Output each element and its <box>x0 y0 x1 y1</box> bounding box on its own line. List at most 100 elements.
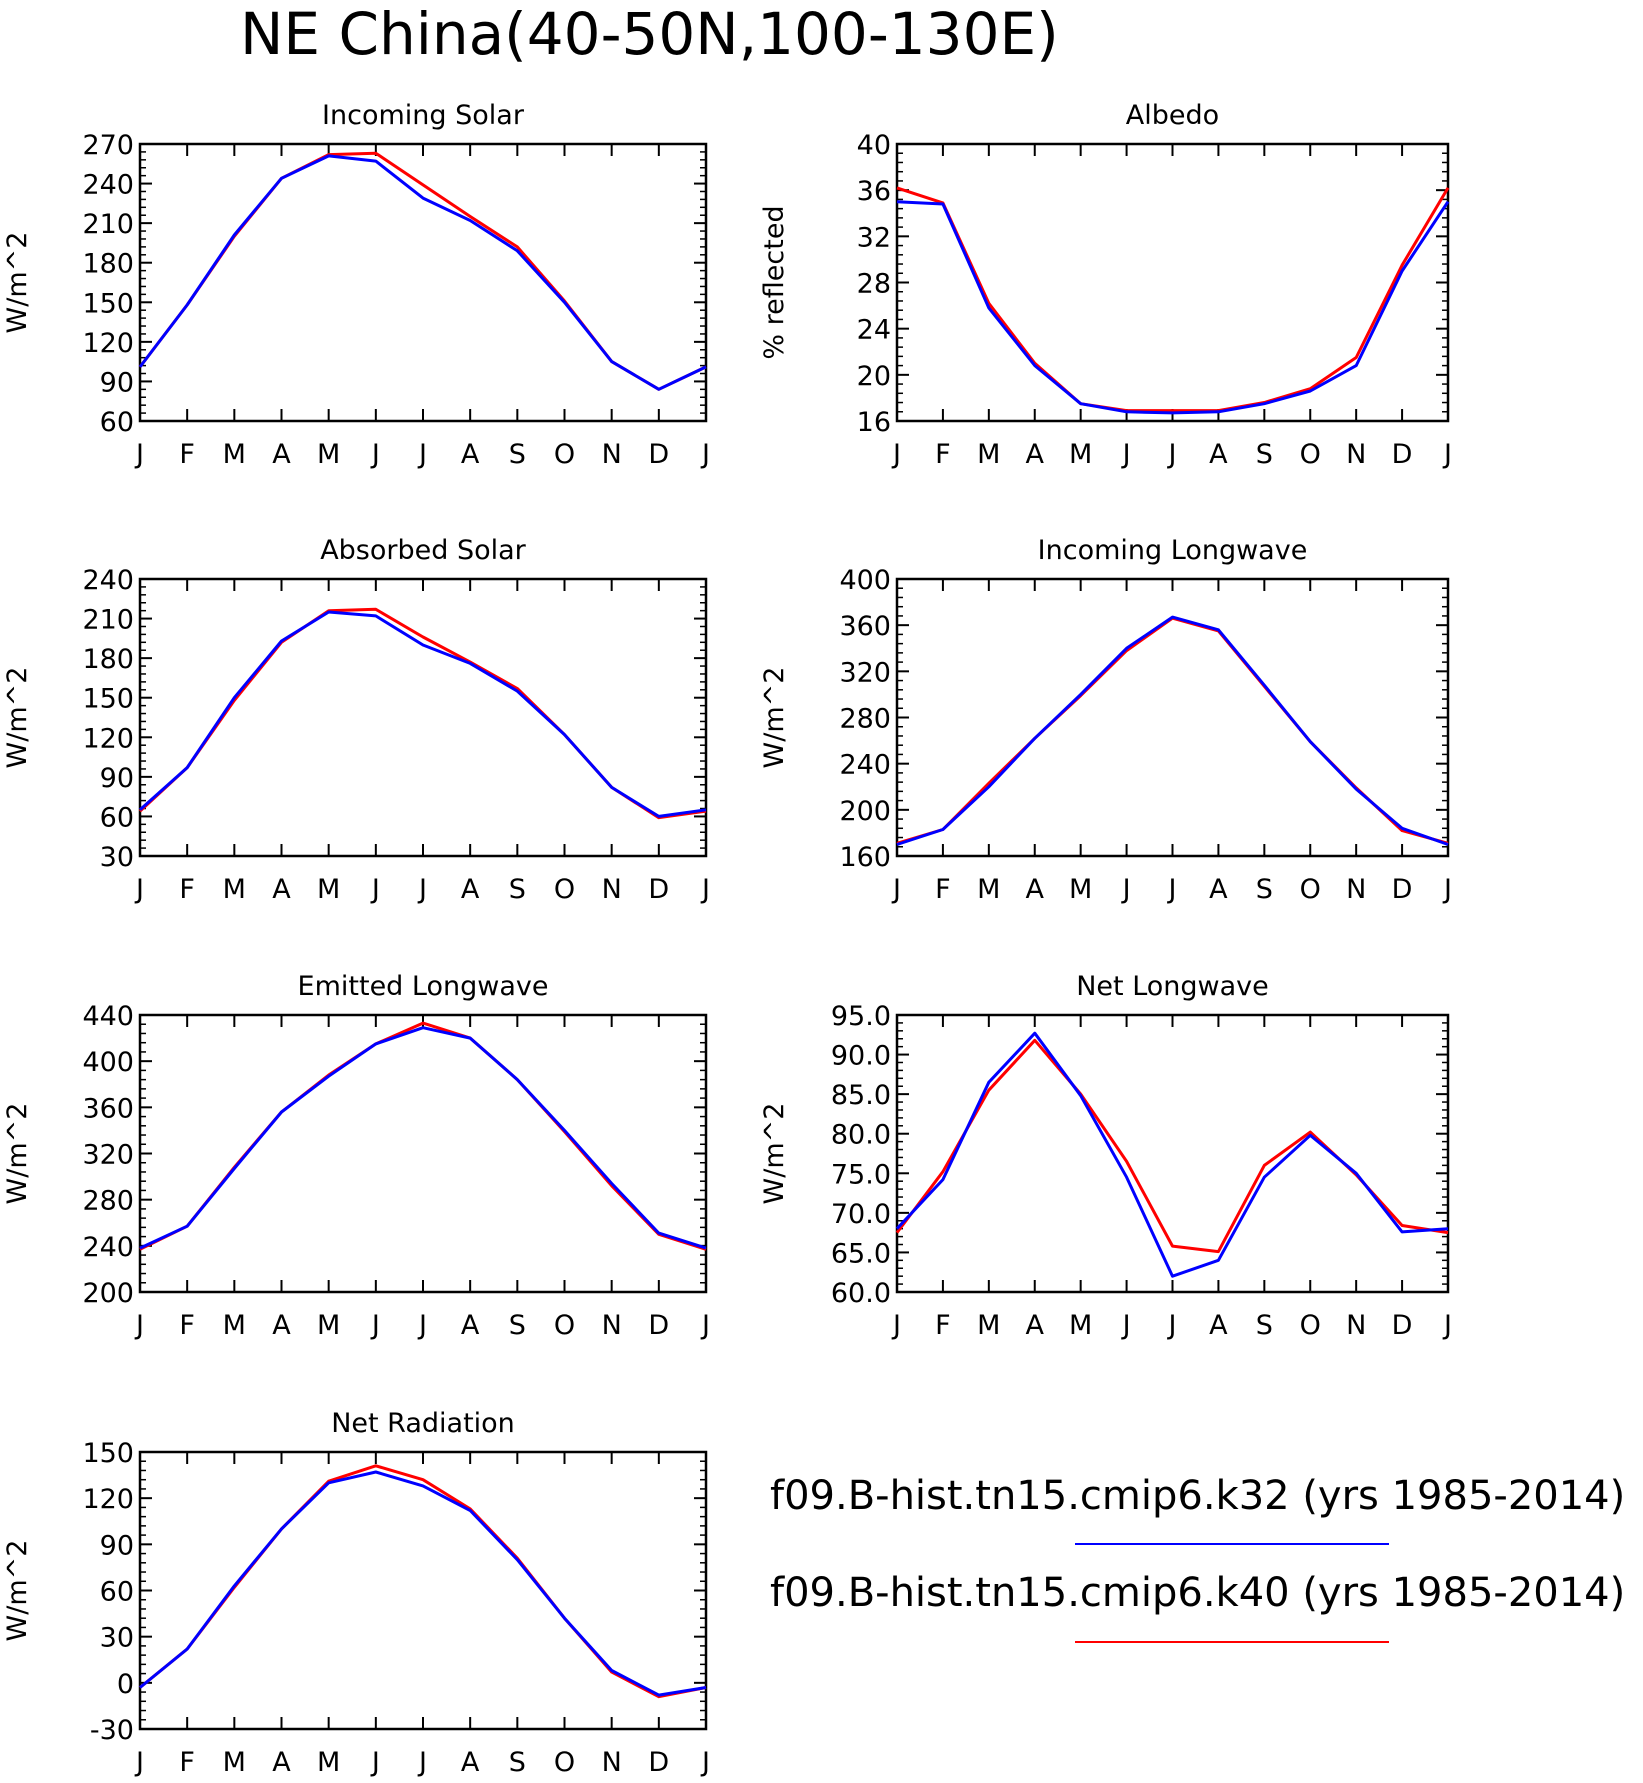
net-longwave-xtick-label: F <box>935 1310 951 1341</box>
emitted-longwave-panel: J F M A M J J A S O N D J200240280320360400440Emitte… <box>2 971 710 1341</box>
incoming-longwave-ytick-label: 240 <box>839 750 891 781</box>
net-longwave-ytick-label: 85.0 <box>831 1080 891 1111</box>
incoming-solar-ylabel: W/m^2 <box>2 232 33 334</box>
albedo-ytick-label: 32 <box>857 222 891 253</box>
net-radiation-ylabel: W/m^2 <box>2 1540 33 1642</box>
absorbed-solar-ytick-label: 150 <box>82 684 134 715</box>
albedo-xtick-label: M <box>1069 439 1092 470</box>
incoming-longwave-panel: J F M A M J J A S O N D J160200240280320360400Incomi… <box>759 535 1452 905</box>
net-longwave-xtick-label: J <box>1121 1310 1131 1341</box>
emitted-longwave-xtick-label: J <box>370 1310 380 1341</box>
incoming-longwave-ylabel: W/m^2 <box>759 667 790 769</box>
albedo-xtick-label: A <box>1026 439 1045 470</box>
incoming-solar-xtick-label: M <box>317 439 340 470</box>
emitted-longwave-ytick-label: 320 <box>82 1140 134 1171</box>
albedo-ytick-label: 28 <box>857 269 891 300</box>
net-radiation-xtick-label: F <box>179 1747 195 1778</box>
panels-group: J F M A M J J A S O N D J6090120150180210240270Incom… <box>2 100 1452 1778</box>
incoming-longwave-xtick-label: J <box>1167 874 1177 905</box>
absorbed-solar-xtick-label: M <box>317 874 340 905</box>
emitted-longwave-ytick-label: 360 <box>82 1093 134 1124</box>
emitted-longwave-xtick-label: M <box>223 1310 246 1341</box>
net-longwave-xtick-label: J <box>891 1310 901 1341</box>
incoming-solar-ytick-label: 150 <box>82 288 134 319</box>
incoming-solar-panel: J F M A M J J A S O N D J6090120150180210240270Incom… <box>2 100 710 470</box>
emitted-longwave-xtick-label: F <box>179 1310 195 1341</box>
net-radiation-ytick-label: 30 <box>100 1623 134 1654</box>
incoming-longwave-ytick-label: 160 <box>839 842 891 873</box>
albedo-xtick-label: M <box>977 439 1000 470</box>
incoming-solar-xtick-label: J <box>134 439 144 470</box>
emitted-longwave-ytick-label: 200 <box>82 1278 134 1309</box>
albedo-xtick-label: S <box>1256 439 1273 470</box>
albedo-xtick-label: N <box>1346 439 1366 470</box>
incoming-longwave-ytick-label: 360 <box>839 611 891 642</box>
absorbed-solar-ytick-label: 210 <box>82 605 134 636</box>
emitted-longwave-xtick-label: A <box>272 1310 291 1341</box>
emitted-longwave-xtick-label: O <box>554 1310 575 1341</box>
incoming-longwave-xtick-label: M <box>1069 874 1092 905</box>
net-longwave-ytick-label: 95.0 <box>831 1001 891 1032</box>
absorbed-solar-ytick-label: 90 <box>100 763 134 794</box>
net-radiation-ytick-label: 60 <box>100 1577 134 1608</box>
net-radiation-xtick-label: A <box>272 1747 291 1778</box>
net-longwave-series-k32 <box>895 1031 1449 1278</box>
incoming-solar-series-k32 <box>138 154 707 391</box>
net-longwave-xtick-label: J <box>1442 1310 1452 1341</box>
incoming-solar-ytick-label: 120 <box>82 328 134 359</box>
legend-label-k32: f09.B-hist.tn15.cmip6.k32 (yrs 1985-2014… <box>770 1473 1625 1519</box>
incoming-longwave-xtick-label: A <box>1209 874 1228 905</box>
incoming-solar-ytick-label: 210 <box>82 209 134 240</box>
albedo-xtick-label: J <box>891 439 901 470</box>
incoming-longwave-xtick-label: S <box>1256 874 1273 905</box>
incoming-longwave-xtick-label: N <box>1346 874 1366 905</box>
incoming-longwave-xtick-label: J <box>1121 874 1131 905</box>
incoming-solar-xtick-label: N <box>602 439 622 470</box>
absorbed-solar-xtick-label: M <box>223 874 246 905</box>
incoming-longwave-xtick-label: F <box>935 874 951 905</box>
incoming-solar-xtick-label: A <box>461 439 480 470</box>
net-longwave-xtick-label: S <box>1256 1310 1273 1341</box>
albedo-xtick-label: J <box>1121 439 1131 470</box>
incoming-longwave-xtick-label: D <box>1392 874 1413 905</box>
absorbed-solar-xtick-label: S <box>509 874 526 905</box>
emitted-longwave-title: Emitted Longwave <box>298 971 549 1002</box>
absorbed-solar-xtick-label: A <box>272 874 291 905</box>
incoming-longwave-frame <box>895 577 1450 858</box>
absorbed-solar-ytick-label: 180 <box>82 644 134 675</box>
incoming-solar-xtick-label: J <box>370 439 380 470</box>
legend: f09.B-hist.tn15.cmip6.k32 (yrs 1985-2014… <box>770 1473 1625 1643</box>
albedo-ytick-label: 16 <box>857 407 891 438</box>
net-radiation-xtick-label: D <box>648 1747 669 1778</box>
net-radiation-xtick-label: J <box>417 1747 427 1778</box>
legend-label-k40: f09.B-hist.tn15.cmip6.k40 (yrs 1985-2014… <box>770 1570 1625 1616</box>
absorbed-solar-ytick-label: 60 <box>100 802 134 833</box>
incoming-longwave-ytick-label: 320 <box>839 657 891 688</box>
absorbed-solar-ytick-label: 30 <box>100 842 134 873</box>
emitted-longwave-xtick-label: J <box>700 1310 710 1341</box>
net-longwave-ytick-label: 75.0 <box>831 1159 891 1190</box>
emitted-longwave-xtick-label: M <box>317 1310 340 1341</box>
net-longwave-frame <box>895 1013 1450 1294</box>
emitted-longwave-xtick-label: A <box>461 1310 480 1341</box>
net-longwave-xtick-label: O <box>1300 1310 1321 1341</box>
absorbed-solar-xtick-label: F <box>179 874 195 905</box>
net-longwave-series-k40 <box>895 1038 1449 1254</box>
net-radiation-xtick-label: J <box>134 1747 144 1778</box>
emitted-longwave-ytick-label: 240 <box>82 1232 134 1263</box>
incoming-solar-xtick-label: J <box>700 439 710 470</box>
net-radiation-title: Net Radiation <box>331 1408 515 1439</box>
incoming-solar-xtick-label: O <box>554 439 575 470</box>
absorbed-solar-xtick-label: J <box>370 874 380 905</box>
emitted-longwave-xtick-label: N <box>602 1310 622 1341</box>
albedo-series-k40 <box>896 186 1450 413</box>
absorbed-solar-series-k32 <box>139 610 707 818</box>
albedo-series-k32 <box>896 200 1450 415</box>
incoming-solar-xtick-label: S <box>509 439 526 470</box>
incoming-longwave-xtick-label: A <box>1026 874 1045 905</box>
absorbed-solar-ytick-label: 240 <box>82 565 134 596</box>
incoming-solar-ytick-label: 60 <box>100 407 134 438</box>
albedo-ylabel: % reflected <box>759 205 790 359</box>
albedo-xtick-label: F <box>935 439 951 470</box>
